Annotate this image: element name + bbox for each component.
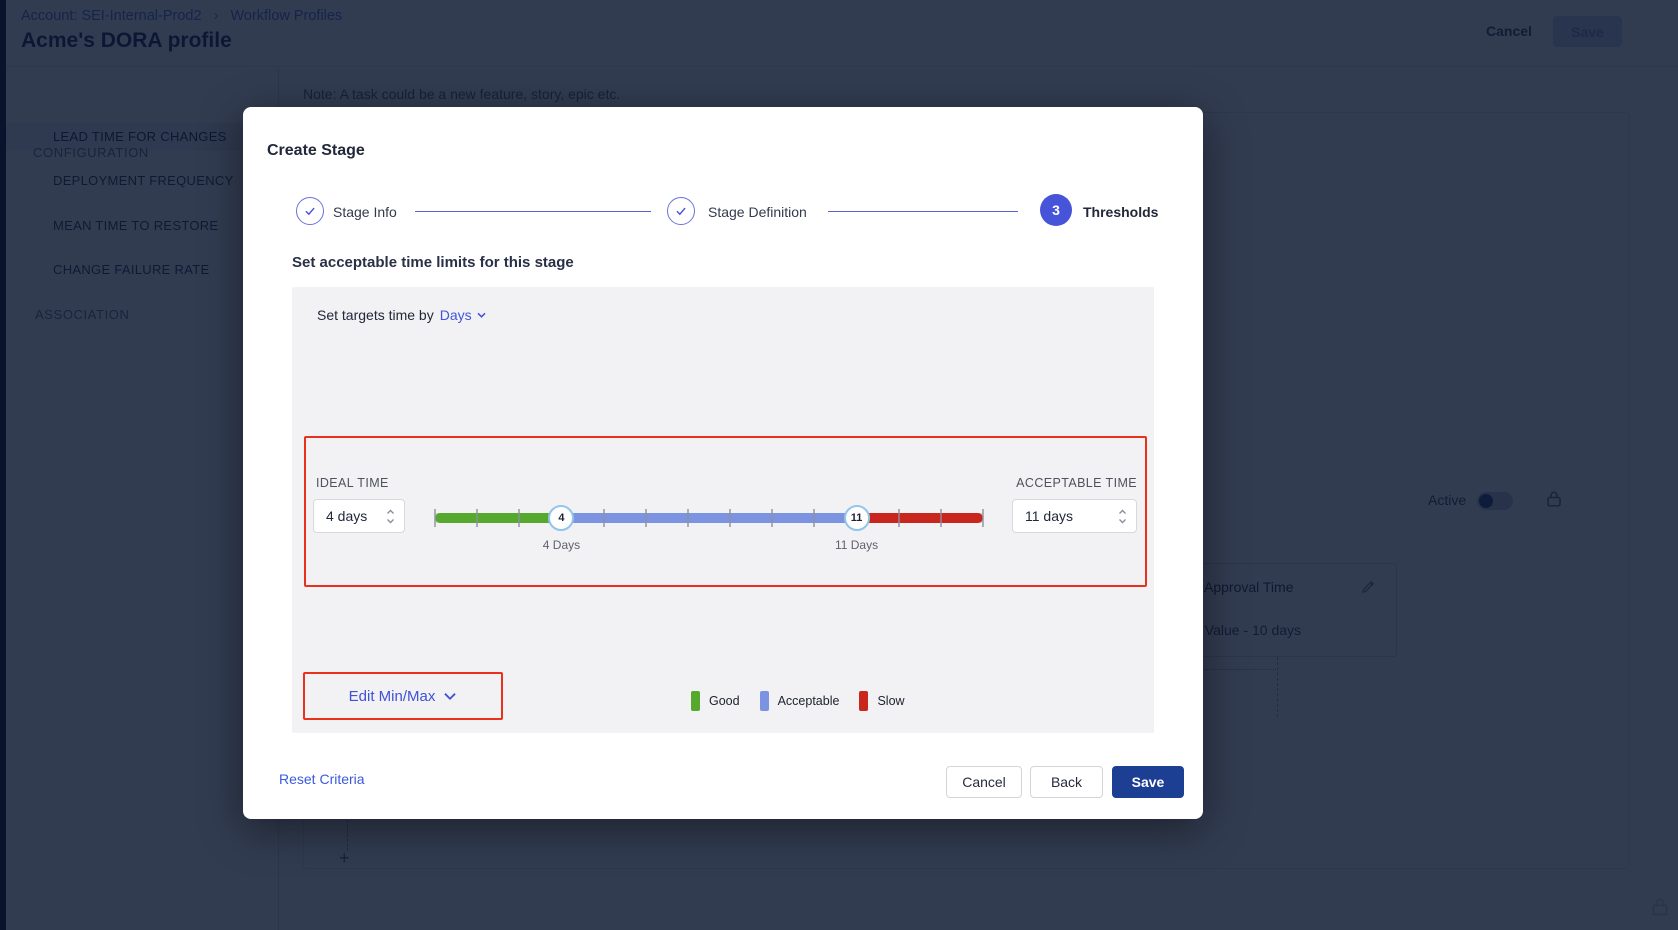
threshold-slider[interactable]: 4 11 4 Days 11 Days [434,505,984,575]
ideal-time-stepper[interactable] [386,509,404,524]
acceptable-time-label: ACCEPTABLE TIME [1016,476,1137,490]
legend-item: Good [691,691,740,711]
acceptable-time-stepper[interactable] [1118,509,1136,524]
stepper-down-icon [387,518,394,523]
slider-legend: Good Acceptable Slow [691,691,905,711]
slider-segment-acceptable [561,513,857,523]
step-2-check-icon[interactable] [667,197,695,225]
legend-label: Good [709,694,740,708]
time-unit-value: Days [439,307,472,323]
legend-label: Slow [877,694,905,708]
set-targets-row: Set targets time by Days [317,307,487,323]
slider-tick [518,509,521,527]
slider-tick [644,509,647,527]
create-stage-modal: Create Stage Stage Info Stage Definition… [243,107,1203,819]
legend-item: Acceptable [759,691,840,711]
slider-tick [771,509,774,527]
modal-subtitle: Set acceptable time limits for this stag… [292,254,574,271]
set-targets-label: Set targets time by [317,307,434,323]
slider-tick [813,509,816,527]
step-1-label[interactable]: Stage Info [333,204,397,220]
slider-tick [476,509,479,527]
step-3-label: Thresholds [1083,204,1159,220]
chevron-down-icon [477,312,486,318]
edit-minmax-label: Edit Min/Max [348,687,436,705]
time-unit-dropdown[interactable]: Days [440,307,487,323]
slider-tick [982,509,984,527]
stepper-down-icon [1119,518,1126,523]
slider-tick [602,509,605,527]
ideal-handle-label: 4 Days [542,538,581,552]
stepper-up-icon [1119,509,1126,514]
threshold-slider-bar[interactable] [435,513,983,523]
modal-cancel-button[interactable]: Cancel [946,766,1022,798]
slider-tick [686,509,689,527]
modal-save-button[interactable]: Save [1112,766,1184,798]
legend-label: Acceptable [777,694,840,708]
acceptable-time-input[interactable]: 11 days [1012,499,1137,533]
threshold-panel: Set targets time by Days IDEAL TIME 4 da… [292,287,1154,733]
acceptable-handle-value: 11 [850,512,863,524]
chevron-down-icon [444,692,457,700]
modal-back-button[interactable]: Back [1030,766,1103,798]
legend-swatch [691,691,700,711]
legend-swatch [759,691,769,711]
stepper-connector-1 [415,211,651,212]
reset-criteria-link[interactable]: Reset Criteria [279,771,365,787]
edit-minmax-button[interactable]: Edit Min/Max [303,672,503,720]
stepper-up-icon [387,509,394,514]
acceptable-slider-handle[interactable]: 11 [843,505,870,531]
step-2-label[interactable]: Stage Definition [708,204,807,220]
acceptable-time-value: 11 days [1025,508,1073,524]
slider-tick [939,509,942,527]
ideal-time-label: IDEAL TIME [316,476,389,490]
slider-segment-slow [856,513,983,523]
stepper-connector-2 [828,211,1018,212]
step-3-number-badge[interactable]: 3 [1040,194,1072,226]
slider-segment-good [435,513,562,523]
modal-title: Create Stage [267,142,365,159]
legend-swatch [859,691,869,711]
ideal-time-value: 4 days [326,508,368,524]
slider-tick [897,509,900,527]
legend-item: Slow [859,691,905,711]
slider-tick [434,509,436,527]
ideal-slider-handle[interactable]: 4 [548,505,575,531]
ideal-time-input[interactable]: 4 days [313,499,405,533]
ideal-handle-value: 4 [558,512,565,524]
step-1-check-icon[interactable] [296,197,324,225]
slider-tick [729,509,732,527]
acceptable-handle-label: 11 Days [834,538,879,552]
